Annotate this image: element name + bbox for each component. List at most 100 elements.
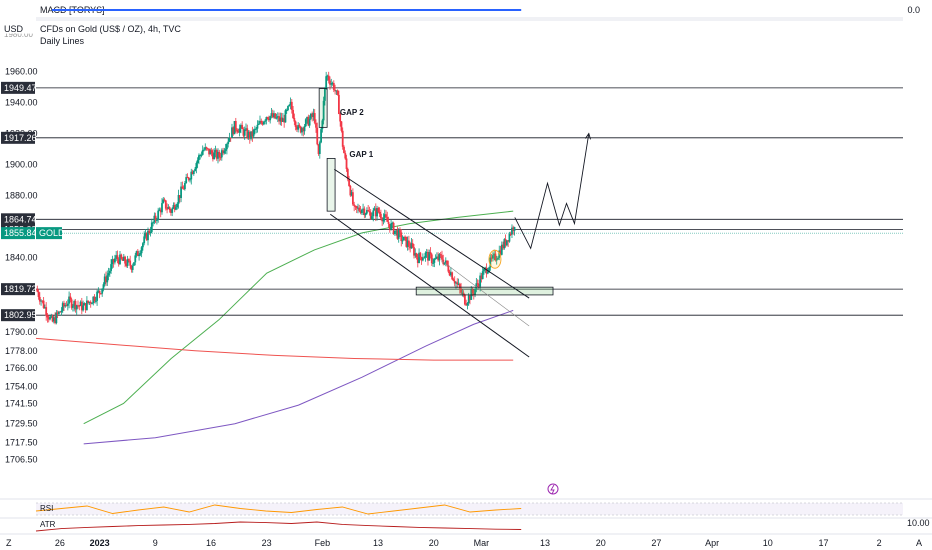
indicator-subtitle[interactable]: Daily Lines: [40, 36, 85, 46]
candle-body: [388, 223, 391, 230]
candle-body: [355, 206, 358, 209]
candle-body: [60, 310, 63, 313]
candle-body: [210, 150, 213, 154]
candle-body: [44, 307, 46, 309]
current-price-tag: [1, 227, 35, 240]
price-tick-label: 1940.00: [5, 98, 38, 108]
candle-body: [318, 142, 321, 154]
auto-scale-button[interactable]: A: [916, 538, 922, 548]
candle-body: [485, 267, 488, 274]
candle-body: [495, 259, 498, 261]
candle-body: [88, 301, 91, 304]
candle-body: [420, 257, 423, 261]
candle-body: [378, 211, 381, 214]
candle-body: [452, 279, 455, 281]
candle-body: [284, 110, 287, 123]
candle-body: [75, 305, 78, 310]
candle-body: [134, 255, 137, 263]
candle-body: [288, 104, 291, 107]
gap-1-label: GAP 1: [349, 150, 373, 159]
candle-body: [327, 75, 330, 81]
candle-body: [80, 301, 83, 311]
candle-body: [358, 207, 361, 211]
time-tick-label: 20: [596, 538, 606, 548]
breakout-highlight-circle: [488, 249, 502, 269]
candle-body: [337, 94, 340, 115]
candle-body: [377, 208, 380, 212]
candle-body: [309, 113, 312, 119]
candle-body: [120, 254, 123, 259]
candle-body: [453, 280, 456, 284]
candle-body: [371, 216, 373, 220]
candle-body: [406, 240, 409, 247]
candle-body: [299, 126, 302, 133]
candle-body: [354, 205, 357, 207]
candle-body: [481, 271, 484, 280]
candle-body: [163, 199, 166, 201]
candle-body: [211, 153, 214, 160]
candle-body: [385, 214, 387, 218]
candle-body: [477, 283, 480, 287]
symbol-title[interactable]: CFDs on Gold (US$ / OZ), 4h, TVC: [40, 24, 181, 34]
candle-body: [404, 236, 406, 238]
time-tick-label: 10: [763, 538, 773, 548]
candle-body: [247, 131, 250, 138]
candle-body: [451, 272, 454, 280]
price-tick-label: 1900.00: [5, 160, 38, 170]
candle-body: [433, 259, 436, 263]
candle-body: [153, 215, 156, 223]
candle-body: [432, 262, 434, 264]
candle-body: [252, 129, 255, 137]
candle-body: [335, 90, 338, 92]
candle-body: [322, 100, 325, 121]
candle-body: [135, 251, 138, 256]
candle-body: [269, 116, 272, 121]
candle-body: [435, 256, 438, 259]
candle-body: [142, 243, 144, 248]
candle-body: [105, 276, 107, 283]
candle-body: [61, 303, 64, 311]
candle-body: [243, 129, 246, 136]
candle-body: [111, 259, 114, 265]
moving-average-line: [83, 210, 514, 425]
candle-body: [297, 125, 300, 130]
candle-body: [161, 203, 163, 213]
candle-body: [260, 120, 263, 123]
candle-body: [372, 210, 375, 217]
candle-body: [140, 247, 143, 254]
candle-body: [214, 150, 217, 153]
candle-body: [359, 210, 362, 213]
candle-body: [460, 288, 462, 293]
candle-body: [429, 252, 432, 255]
candle-body: [196, 160, 199, 164]
price-level-tag-label: 1802.95: [4, 310, 37, 320]
candle-body: [130, 265, 133, 270]
candle-body: [396, 230, 399, 239]
candle-body: [42, 300, 45, 308]
price-axis-cut-label: 1980.00: [4, 30, 33, 39]
candle-body: [264, 120, 266, 122]
candle-body: [36, 288, 39, 292]
candle-body: [82, 305, 84, 311]
candle-body: [100, 293, 102, 295]
candle-body: [336, 90, 339, 95]
gap-2-label: GAP 2: [340, 108, 364, 117]
candle-body: [439, 254, 442, 256]
channel-lower-line: [330, 213, 530, 358]
candle-body: [139, 253, 142, 255]
candle-body: [108, 270, 111, 274]
candle-body: [45, 307, 48, 316]
time-tick-label: 9: [153, 538, 158, 548]
candle-body: [241, 125, 244, 130]
candle-body: [171, 208, 174, 213]
candle-body: [87, 300, 90, 304]
candle-body: [98, 290, 101, 294]
candle-body: [83, 303, 86, 306]
candle-body: [250, 131, 252, 139]
candle-body: [456, 282, 459, 285]
candle-body: [245, 128, 247, 130]
candle-body: [395, 230, 398, 232]
candle-body: [54, 317, 56, 324]
candle-body: [373, 208, 376, 211]
